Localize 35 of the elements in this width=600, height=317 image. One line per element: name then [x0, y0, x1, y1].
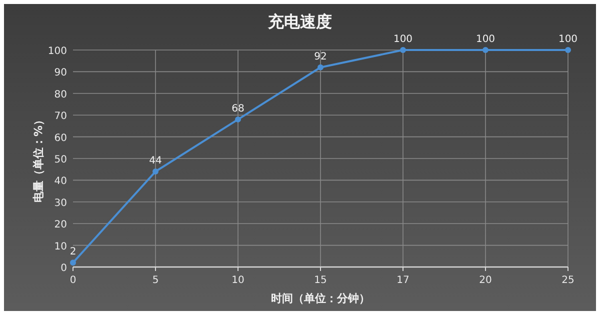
point — [482, 47, 488, 53]
data-label: 92 — [314, 51, 327, 62]
chart-title: 充电速度 — [267, 12, 332, 31]
y-axis-title: 电量（单位：%） — [32, 114, 45, 203]
point — [565, 47, 571, 53]
data-label: 68 — [232, 103, 244, 114]
data-label: 44 — [149, 156, 162, 167]
x-tick-label: 25 — [562, 275, 574, 286]
y-tick-label: 0 — [60, 263, 67, 274]
point — [318, 64, 324, 70]
x-tick-label: 5 — [152, 275, 159, 286]
point — [235, 116, 241, 122]
point — [70, 260, 76, 266]
y-tick-label: 90 — [54, 68, 67, 79]
data-label: 2 — [70, 246, 76, 258]
x-axis-title: 时间（单位：分钟） — [271, 292, 370, 305]
x-tick-label: 17 — [396, 275, 410, 286]
point — [152, 168, 158, 175]
y-tick-label: 80 — [54, 89, 67, 100]
data-label: 100 — [393, 34, 413, 45]
y-tick-label: 70 — [54, 111, 67, 122]
data-label: 100 — [476, 34, 496, 45]
x-tick-label: 10 — [232, 275, 244, 286]
y-tick-label: 30 — [54, 198, 67, 209]
y-tick-label: 20 — [54, 220, 67, 231]
x-tick-label: 15 — [314, 275, 327, 286]
point — [400, 47, 406, 53]
data-label: 100 — [558, 34, 578, 45]
y-tick-label: 60 — [54, 132, 67, 144]
x-tick-label: 0 — [70, 275, 76, 286]
y-tick-label: 40 — [54, 176, 67, 188]
y-tick-label: 100 — [48, 46, 67, 57]
x-tick-label: 20 — [479, 275, 492, 286]
y-tick-label: 50 — [54, 154, 67, 166]
y-tick-label: 10 — [54, 241, 67, 252]
